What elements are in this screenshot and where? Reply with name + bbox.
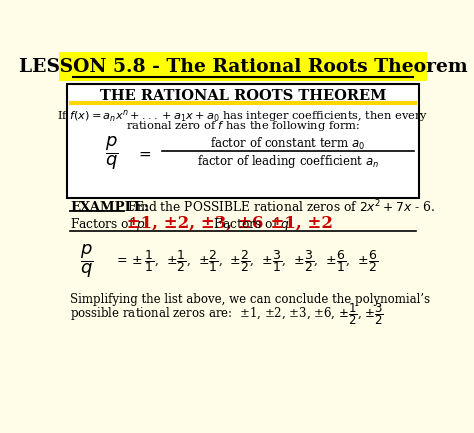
Text: $\dfrac{p}{q}$: $\dfrac{p}{q}$ [80,242,93,280]
Text: $=$: $=$ [137,147,153,161]
Text: Factors of $q$:: Factors of $q$: [210,216,293,233]
Text: Simplifying the list above, we can conclude the polynomial’s: Simplifying the list above, we can concl… [70,294,430,307]
Text: Factors of $p$:: Factors of $p$: [70,216,150,233]
Text: ±1, ±2, ±3, ±6: ±1, ±2, ±3, ±6 [121,214,264,231]
Text: $= \pm\dfrac{1}{1}$,  $\pm\dfrac{1}{2}$,  $\pm\dfrac{2}{1}$,  $\pm\dfrac{2}{2}$,: $= \pm\dfrac{1}{1}$, $\pm\dfrac{1}{2}$, … [113,249,377,275]
Text: possible rational zeros are:  ±1, ±2, ±3, ±6, $\pm\dfrac{1}{2}$, $\pm\dfrac{3}{2: possible rational zeros are: ±1, ±2, ±3,… [70,301,384,326]
Text: If $f(x) = a_nx^n + ... + a_1x + a_0$ has integer coefficients, then every: If $f(x) = a_nx^n + ... + a_1x + a_0$ ha… [57,108,428,124]
Text: rational zero of $f$ has the following form:: rational zero of $f$ has the following f… [126,119,360,133]
Text: LESSON 5.8 - The Rational Roots Theorem: LESSON 5.8 - The Rational Roots Theorem [18,58,467,76]
Text: Find the POSSIBLE rational zeros of $2x^2 + 7x$ - 6.: Find the POSSIBLE rational zeros of $2x^… [124,199,436,216]
Text: THE RATIONAL ROOTS THEOREM: THE RATIONAL ROOTS THEOREM [100,89,386,103]
Text: factor of leading coefficient $a_n$: factor of leading coefficient $a_n$ [197,153,379,170]
Text: factor of constant term $a_0$: factor of constant term $a_0$ [210,136,365,152]
Text: $\dfrac{p}{q}$: $\dfrac{p}{q}$ [105,135,118,172]
Text: ±1, ±2: ±1, ±2 [259,214,333,231]
FancyBboxPatch shape [59,52,427,81]
FancyBboxPatch shape [67,84,419,198]
Text: EXAMPLE:: EXAMPLE: [70,201,149,214]
